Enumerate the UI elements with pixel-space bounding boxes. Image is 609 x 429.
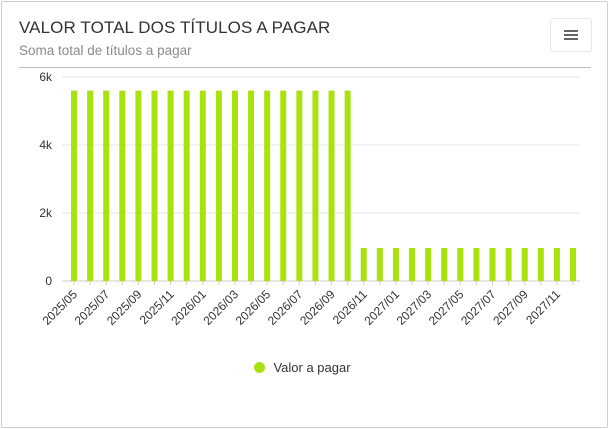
bar	[103, 90, 110, 281]
x-tick-label: 2026/09	[297, 287, 338, 328]
legend-marker-icon	[254, 362, 266, 373]
bar	[87, 90, 94, 281]
bar	[135, 90, 142, 281]
y-tick-label: 2k	[39, 206, 53, 220]
y-tick-label: 4k	[39, 138, 53, 152]
bar	[167, 90, 174, 281]
chart-subtitle: Soma total de títulos a pagar	[19, 43, 192, 58]
bar	[392, 248, 399, 281]
x-tick-label: 2027/11	[523, 287, 563, 327]
y-tick-label: 0	[45, 274, 52, 288]
bar	[71, 90, 77, 281]
bar	[344, 90, 351, 281]
bar	[441, 248, 448, 281]
bar	[553, 248, 560, 281]
chart-legend: Valor a pagar	[0, 360, 605, 375]
bar	[409, 248, 416, 281]
bar	[151, 90, 158, 281]
bar	[489, 248, 496, 281]
chart-title: VALOR TOTAL DOS TÍTULOS A PAGAR	[19, 18, 331, 37]
bar	[376, 248, 383, 281]
bar	[537, 248, 544, 281]
bar	[457, 248, 464, 281]
hamburger-menu-icon	[564, 29, 578, 41]
legend-label: Valor a pagar	[273, 360, 351, 375]
bar	[119, 90, 126, 281]
y-tick-label: 6k	[39, 70, 53, 84]
x-tick-label: 2027/09	[490, 287, 531, 328]
header-divider	[19, 67, 591, 68]
bar	[570, 248, 576, 281]
chart-menu-button[interactable]	[550, 18, 592, 52]
bar	[473, 248, 480, 281]
bar	[312, 90, 319, 281]
bar	[215, 90, 222, 281]
bar	[521, 248, 528, 281]
bar	[328, 90, 335, 281]
x-tick-label: 2025/09	[104, 287, 145, 328]
bar	[425, 248, 432, 281]
legend-item-valor-a-pagar[interactable]: Valor a pagar	[254, 360, 351, 375]
bar	[183, 90, 190, 281]
bar	[264, 90, 271, 281]
bar	[199, 90, 206, 281]
bar	[231, 90, 238, 281]
bar	[280, 90, 287, 281]
bar	[296, 90, 303, 281]
bar	[360, 248, 367, 281]
bar	[248, 90, 255, 281]
bar	[505, 248, 512, 281]
